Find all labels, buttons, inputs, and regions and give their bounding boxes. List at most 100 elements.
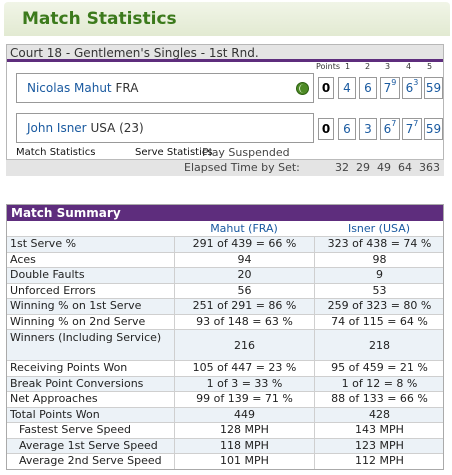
player-nationality: USA (23) (90, 121, 144, 135)
elapsed-time-label: Elapsed Time by Set: (184, 161, 300, 174)
table-row: Average 1st Serve Speed 118 MPH 123 MPH (7, 437, 444, 453)
stat-value-mahut: 105 of 447 = 23 % (174, 361, 314, 376)
stat-value-isner: 259 of 323 = 80 % (314, 299, 444, 314)
player-row-mahut[interactable]: Nicolas Mahut FRA (16, 73, 314, 103)
points-header: Points (316, 62, 341, 71)
stat-value-isner: 74 of 115 = 64 % (314, 314, 444, 329)
tennis-ball-icon (296, 82, 309, 95)
set-score: 67 (380, 118, 400, 140)
stat-label: Winners (Including Service) (10, 331, 162, 344)
tiebreak-score: 7 (413, 119, 419, 128)
stat-value-isner: 112 MPH (314, 454, 444, 469)
table-row: Break Point Conversions 1 of 3 = 33 % 1 of… (7, 375, 444, 391)
stat-value-isner: 1 of 12 = 8 % (314, 376, 444, 391)
table-row: Aces 94 98 (7, 251, 444, 267)
scoreboard: Court 18 - Gentlemen's Singles - 1st Rnd… (6, 44, 444, 166)
stat-value-isner: 143 MPH (314, 423, 444, 438)
set-header-2: 2 (365, 62, 371, 71)
summary-column-headers: Mahut (FRA) Isner (USA) (7, 221, 443, 236)
stat-label: Total Points Won (10, 407, 100, 421)
stat-value-isner: 218 (314, 330, 444, 360)
points-score: 0 (318, 118, 334, 140)
table-row: Winning % on 2nd Serve 93 of 148 = 63 % 74… (7, 313, 444, 329)
match-status: Play Suspended (202, 146, 290, 159)
stat-label: Winning % on 2nd Serve (10, 314, 146, 328)
set-score: 59 (424, 118, 443, 140)
stat-label: Receiving Points Won (10, 361, 128, 374)
table-row: Winners (Including Service) 216 218 (7, 329, 443, 360)
tab-match-statistics[interactable]: Match Statistics (16, 147, 96, 158)
stat-value-isner: 53 (314, 283, 444, 298)
page-title: Match Statistics (22, 9, 177, 29)
stat-label: Average 2nd Serve Speed (19, 454, 162, 467)
stat-value-isner: 9 (314, 268, 444, 283)
stat-label: Fastest Serve Speed (19, 423, 131, 436)
set-score: 4 (338, 77, 356, 99)
stat-value-mahut: 128 MPH (174, 423, 314, 438)
set-header-5: 5 (427, 62, 433, 71)
table-row: 1st Serve % 291 of 439 = 66 % 323 of 438 =… (7, 236, 443, 252)
match-summary-title: Match Summary (7, 205, 443, 221)
set-score: 79 (380, 77, 400, 99)
stat-value-mahut: 216 (174, 330, 314, 360)
match-summary-table: Match Summary Mahut (FRA) Isner (USA) 1s… (6, 204, 444, 470)
tiebreak-score: 3 (413, 78, 419, 87)
stat-value-mahut: 118 MPH (174, 438, 314, 453)
stat-label: Net Approaches (10, 392, 98, 405)
stat-value-mahut: 94 (174, 252, 314, 267)
stat-value-isner: 123 MPH (314, 438, 444, 453)
stat-label: Average 1st Serve Speed (19, 438, 158, 452)
stat-label: Break Point Conversions (10, 376, 144, 390)
table-row: Receiving Points Won 105 of 447 = 23 % 95 … (7, 360, 443, 376)
stat-value-mahut: 56 (174, 283, 314, 298)
table-row: Winning % on 1st Serve 251 of 291 = 86 % 2… (7, 298, 443, 314)
set-score: 3 (359, 118, 377, 140)
column-header-mahut: Mahut (FRA) (210, 222, 278, 235)
elapsed-time-row: Elapsed Time by Set: 32 29 49 64 363 (6, 159, 444, 176)
stat-label: Unforced Errors (10, 283, 96, 297)
stat-value-mahut: 20 (174, 268, 314, 283)
tab-serve-statistics[interactable]: Serve Statistics (135, 147, 213, 158)
set-score: 6 (338, 118, 356, 140)
set-score: 77 (402, 118, 422, 140)
stat-value-mahut: 449 (174, 407, 314, 422)
set-score: 6 (359, 77, 377, 99)
table-row: Average 2nd Serve Speed 101 MPH 112 MPH (7, 453, 443, 469)
table-row: Total Points Won 449 428 (7, 406, 444, 422)
stat-value-mahut: 101 MPH (174, 454, 314, 469)
stat-value-mahut: 291 of 439 = 66 % (174, 237, 314, 252)
stat-value-isner: 323 of 438 = 74 % (314, 237, 444, 252)
stat-value-isner: 95 of 459 = 21 % (314, 361, 444, 376)
stat-label: 1st Serve % (10, 237, 77, 250)
player-nationality: FRA (115, 81, 139, 95)
stat-value-isner: 88 of 133 = 66 % (314, 392, 444, 407)
stat-label: Winning % on 1st Serve (10, 299, 142, 312)
set-header-3: 3 (385, 62, 391, 71)
column-header-isner: Isner (USA) (347, 222, 411, 235)
page-header: Match Statistics (4, 2, 450, 36)
elapsed-time-values: 32 29 49 64 363 (335, 161, 440, 174)
set-score: 63 (402, 77, 422, 99)
player-name[interactable]: Nicolas Mahut (27, 81, 112, 95)
stat-label: Double Faults (10, 268, 85, 281)
stat-value-mahut: 251 of 291 = 86 % (174, 299, 314, 314)
court-title: Court 18 - Gentlemen's Singles - 1st Rnd… (7, 45, 443, 62)
set-header-1: 1 (345, 62, 351, 71)
table-row: Unforced Errors 56 53 (7, 282, 444, 298)
stat-value-mahut: 1 of 3 = 33 % (174, 376, 314, 391)
set-header-4: 4 (406, 62, 412, 71)
tiebreak-score: 9 (391, 78, 397, 87)
player-row-isner[interactable]: John Isner USA (23) (16, 113, 314, 143)
player-name[interactable]: John Isner (27, 121, 87, 135)
stat-value-mahut: 99 of 139 = 71 % (174, 392, 314, 407)
summary-rows: 1st Serve % 291 of 439 = 66 % 323 of 438 =… (7, 236, 443, 469)
set-score: 59 (424, 77, 443, 99)
tiebreak-score: 7 (391, 119, 397, 128)
stat-label: Aces (10, 252, 36, 266)
stat-value-isner: 98 (314, 252, 444, 267)
table-row: Fastest Serve Speed 128 MPH 143 MPH (7, 422, 443, 438)
stat-value-isner: 428 (314, 407, 444, 422)
table-row: Net Approaches 99 of 139 = 71 % 88 of 133 … (7, 391, 443, 407)
table-row: Double Faults 20 9 (7, 267, 443, 283)
stat-value-mahut: 93 of 148 = 63 % (174, 314, 314, 329)
